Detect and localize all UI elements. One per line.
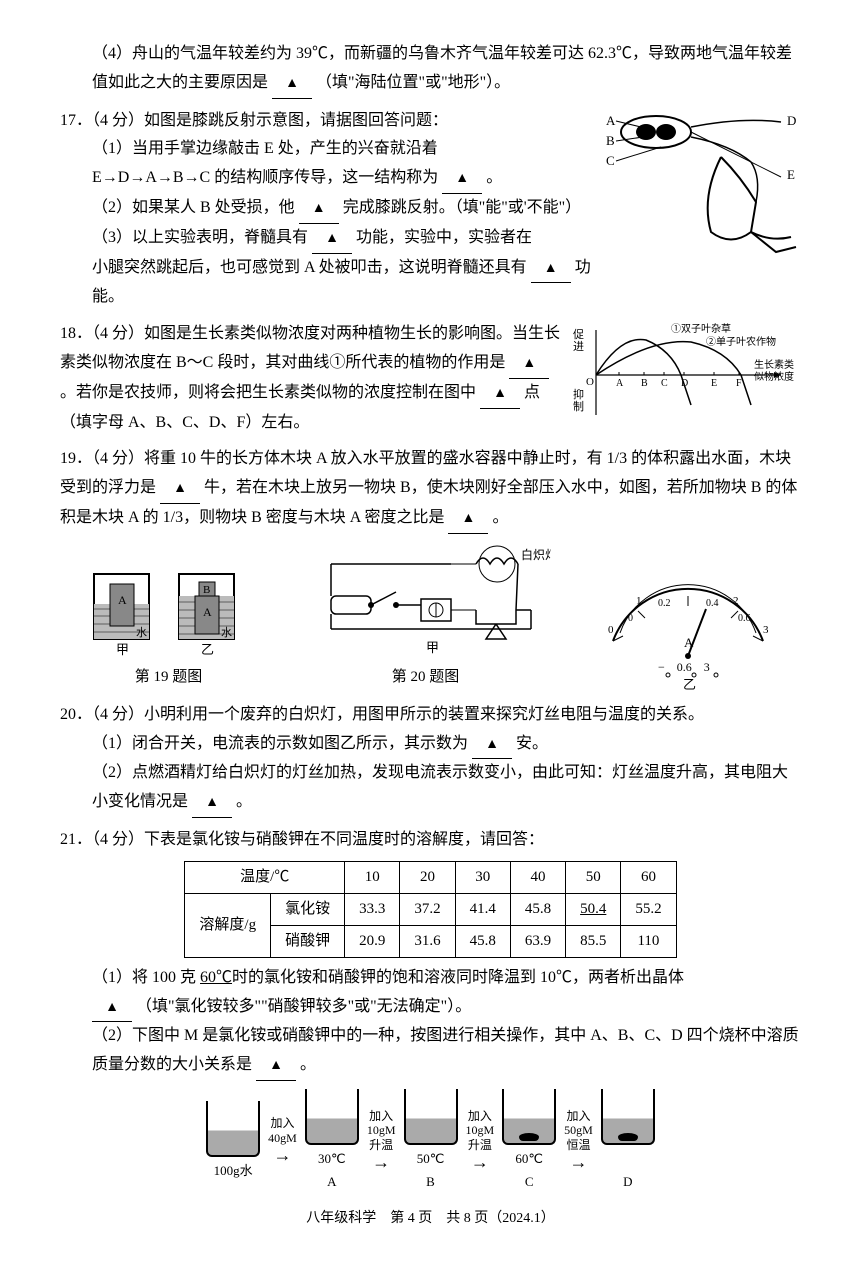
svg-text:水: 水 [221,626,232,639]
q21-s2-blank[interactable] [256,1051,296,1081]
svg-text:1: 1 [636,595,642,607]
beaker-start [206,1101,260,1157]
arrow-1: 加入 40gM → [268,1116,297,1166]
svg-text:甲: 甲 [116,642,129,657]
q18-chart: 促 进 抑 制 O ①双子叶杂草 ②单子叶农作物 生长素类 似物浓度 A B C… [571,320,801,430]
q17-label-A: A [606,113,616,128]
svg-text:抑: 抑 [573,387,584,401]
q16-4-blank[interactable] [272,69,312,99]
q21-s1: （1）将 100 克 60℃时的氯化铵和硝酸钾的饱和溶液同时降温到 10℃，两者… [60,964,801,993]
q17-label-B: B [606,133,615,148]
svg-text:3: 3 [763,624,769,636]
q19: 19．（4 分）将重 10 牛的长方体木块 A 放入水平放置的盛水容器中静止时，… [60,445,801,533]
svg-text:A: A [203,605,212,619]
table-row: 溶解度/g 氯化铵 33.3 37.2 41.4 45.8 50.4 55.2 [185,893,676,925]
q20: 20．（4 分）小明利用一个废弃的白炽灯，用图甲所示的装置来探究灯丝电阻与温度的… [60,701,801,818]
q20-s1-blank[interactable] [472,730,512,760]
svg-text:进: 进 [573,340,584,353]
q17-s1-blank[interactable] [442,164,482,194]
svg-text:促: 促 [573,327,584,341]
svg-text:A: A [616,378,624,389]
q21-table: 温度/℃ 10 20 30 40 50 60 溶解度/g 氯化铵 33.3 37… [184,861,676,958]
svg-text:0.2: 0.2 [658,598,671,609]
q18: 促 进 抑 制 O ①双子叶杂草 ②单子叶农作物 生长素类 似物浓度 A B C… [60,320,801,437]
q17-label-D: D [787,113,796,128]
q20-meter: 0 1 2 3 0 0.2 0.4 0.6 A − 0.6 3 乙 [598,571,778,691]
table-row-header: 温度/℃ 10 20 30 40 50 60 [185,861,676,893]
q21-s1-blank[interactable] [92,993,132,1023]
svg-text:①双子叶杂草: ①双子叶杂草 [671,323,731,335]
svg-text:乙: 乙 [683,677,696,691]
svg-text:甲: 甲 [426,640,439,655]
q21-s2: （2）下图中 M 是氯化铵或硝酸钾中的一种，按图进行相关操作，其中 A、B、C、… [60,1022,801,1081]
q21-beaker-row: 100g水 加入 40gM → 30℃A 加入 10gM 升温 → 50℃B 加… [60,1089,801,1194]
svg-text:似物浓度: 似物浓度 [754,370,794,383]
page-footer: 八年级科学 第 4 页 共 8 页（2024.1） [60,1206,801,1231]
svg-text:2: 2 [733,595,739,607]
arrow-3: 加入 10gM 升温 → [466,1109,495,1174]
svg-text:乙: 乙 [201,642,214,657]
q17: A B C D E 17．（4 分）如图是膝跳反射示意图，请据图回答问题： （1… [60,107,801,313]
q20-s2-blank[interactable] [192,788,232,818]
svg-text:0.4: 0.4 [706,598,719,609]
svg-text:A: A [684,635,694,650]
q17-s3-blank1[interactable] [312,224,352,254]
q17-s3-blank2[interactable] [531,254,571,284]
q17-label-C: C [606,153,615,168]
svg-text:生长素类: 生长素类 [754,358,794,371]
q18-blank2[interactable] [480,379,520,409]
svg-text:B: B [203,584,210,596]
q16-sub4: （4）舟山的气温年较差约为 39℃，而新疆的乌鲁木齐气温年较差可达 62.3℃，… [60,40,801,99]
svg-text:白炽灯灯丝: 白炽灯灯丝 [521,547,551,562]
q20-circuit: 白炽灯灯丝 甲 第 20 题图 [301,544,551,691]
svg-text:0.6: 0.6 [738,613,751,624]
svg-text:F: F [736,378,742,389]
svg-text:− 0.6 3: − 0.6 3 [658,660,710,674]
arrow-4: 加入 50gM 恒温 → [564,1109,593,1174]
svg-text:B: B [641,378,648,389]
fig-row-19-20: A 水 甲 B A 水 乙 第 19 题图 白炽灯灯丝 [60,544,801,691]
q17-s2-blank[interactable] [299,194,339,224]
svg-text:②单子叶农作物: ②单子叶农作物 [706,335,776,348]
svg-text:水: 水 [136,626,147,639]
svg-text:D: D [681,378,688,389]
q19-blank2[interactable] [448,504,488,534]
q16-4-tail: （填"海陆位置"或"地形"）。 [316,74,510,91]
q17-figure: A B C D E [601,107,801,257]
q17-label-E: E [787,167,795,182]
svg-text:0: 0 [628,613,633,624]
svg-text:O: O [586,376,594,388]
beaker-C [502,1089,556,1145]
svg-text:0: 0 [608,624,614,636]
svg-text:E: E [711,378,717,389]
q19-blank1[interactable] [160,474,200,504]
svg-text:A: A [118,593,127,607]
q20-s2: （2）点燃酒精灯给白炽灯的灯丝加热，发现电流表示数变小，由此可知：灯丝温度升高，… [60,759,801,818]
q18-blank1[interactable] [509,349,549,379]
svg-text:C: C [661,378,668,389]
q21: 21．（4 分）下表是氯化铵与硝酸钾在不同温度时的溶解度，请回答： 温度/℃ 1… [60,826,801,1194]
svg-text:制: 制 [573,400,584,413]
beaker-B [404,1089,458,1145]
arrow-2: 加入 10gM 升温 → [367,1109,396,1174]
beaker-D [601,1089,655,1145]
q19-figure: A 水 甲 B A 水 乙 第 19 题图 [84,554,254,691]
q20-s1: （1）闭合开关，电流表的示数如图乙所示，其示数为 安。 [60,730,801,760]
beaker-A [305,1089,359,1145]
